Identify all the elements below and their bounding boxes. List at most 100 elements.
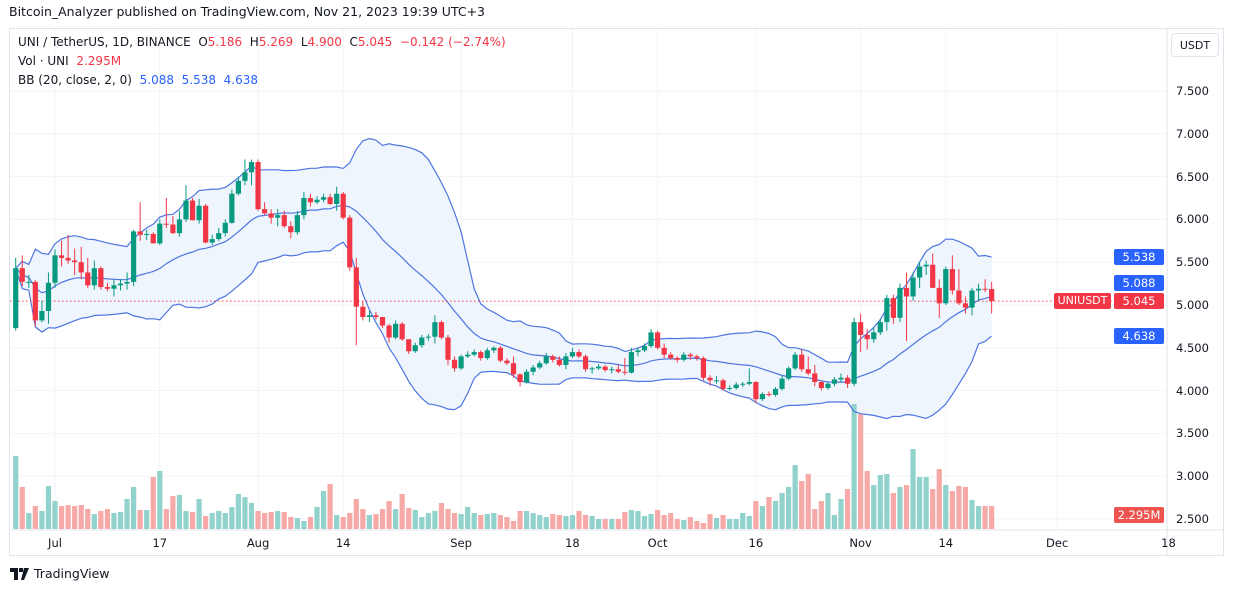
candle-body xyxy=(917,266,923,278)
volume-bar xyxy=(805,474,811,529)
candle-body xyxy=(694,356,700,359)
volume-bar xyxy=(281,512,287,529)
candle-body xyxy=(962,303,969,308)
candle-body xyxy=(674,358,680,360)
candle-body xyxy=(235,180,241,194)
candle-body xyxy=(262,209,268,214)
candle-body xyxy=(582,356,589,370)
bb-upper-value: 5.538 xyxy=(181,73,216,87)
currency-button[interactable]: USDT xyxy=(1171,33,1219,57)
volume-bar xyxy=(491,513,497,529)
candle-body xyxy=(910,277,916,297)
candle-body xyxy=(98,268,104,288)
volume-bar xyxy=(189,512,196,529)
volume-bar xyxy=(877,475,883,529)
volume-bar xyxy=(786,487,792,529)
bb-basis-value: 5.088 xyxy=(139,73,174,87)
candle-body xyxy=(334,193,340,204)
last-price-tag: 5.045 xyxy=(1114,293,1164,310)
volume-bar xyxy=(406,508,412,529)
volume-bar xyxy=(628,510,634,529)
price-tick-label: 2.500 xyxy=(1176,512,1209,526)
candle-body xyxy=(393,323,399,338)
volume-bar xyxy=(294,518,300,529)
volume-bar xyxy=(641,516,648,529)
volume-bar xyxy=(320,491,327,529)
candle-body xyxy=(471,352,477,355)
volume-bar xyxy=(871,485,877,529)
candle-body xyxy=(288,226,294,233)
candle-body xyxy=(497,347,503,361)
volume-bar xyxy=(615,519,621,529)
volume-bar xyxy=(831,515,838,529)
volume-bar xyxy=(648,514,654,529)
price-tick-label: 4.500 xyxy=(1176,340,1209,355)
candle-body xyxy=(635,350,641,353)
price-tick-label: 4.000 xyxy=(1176,383,1209,398)
symbol-title[interactable]: UNI / TetherUS, 1D, BINANCE xyxy=(18,35,191,49)
volume-bar xyxy=(864,471,870,529)
candle-body xyxy=(772,388,779,395)
volume-bar xyxy=(137,510,143,529)
candle-body xyxy=(465,354,471,357)
volume-bar xyxy=(510,521,517,529)
candle-body xyxy=(681,354,687,360)
volume-bar xyxy=(576,511,582,529)
volume-bar xyxy=(360,509,366,529)
candle-body xyxy=(556,359,562,365)
candle-body xyxy=(858,322,864,335)
volume-bar xyxy=(275,511,281,529)
volume-bar xyxy=(713,518,720,529)
volume-bar xyxy=(563,516,569,529)
price-tick-label: 7.000 xyxy=(1176,126,1209,141)
volume-bar xyxy=(969,500,975,529)
volume-bar xyxy=(340,517,346,529)
price-tick-label: 3.000 xyxy=(1176,469,1209,484)
bb-legend[interactable]: BB (20, close, 2, 0) 5.088 5.538 4.638 xyxy=(18,73,258,87)
candle-body xyxy=(491,347,497,351)
candle-body xyxy=(373,315,379,317)
tradingview-logo[interactable]: TradingView xyxy=(10,566,110,581)
chart-frame xyxy=(9,28,1224,556)
volume-bar xyxy=(975,506,982,529)
volume-legend[interactable]: Vol · UNI 2.295M xyxy=(18,54,121,68)
bb-lower-line xyxy=(15,241,992,420)
candle-body xyxy=(661,347,667,355)
bb-upper-line xyxy=(15,137,992,363)
low-label: L xyxy=(300,35,308,49)
candle-body xyxy=(537,363,543,368)
candle-body xyxy=(720,380,726,389)
volume-bar xyxy=(556,515,562,529)
candle-body xyxy=(209,239,215,243)
volume-bar xyxy=(602,519,608,529)
candle-body xyxy=(700,358,707,378)
candle-body xyxy=(203,205,209,243)
candle-body xyxy=(563,356,569,365)
price-pane xyxy=(10,29,1166,529)
bb-lower-tag: 4.638 xyxy=(1114,328,1164,345)
candle-body xyxy=(589,368,595,370)
volume-bar xyxy=(117,512,124,529)
volume-bar xyxy=(131,487,137,529)
volume-bar xyxy=(543,517,549,529)
candle-body xyxy=(425,336,431,338)
candle-body xyxy=(478,352,484,359)
candle-body xyxy=(871,332,877,340)
candle-body xyxy=(969,290,975,308)
symbol-legend[interactable]: UNI / TetherUS, 1D, BINANCE O5.186 H5.26… xyxy=(18,35,506,49)
time-tick-label: Aug xyxy=(246,536,270,550)
volume-bar xyxy=(635,511,641,529)
candle-body xyxy=(39,310,45,321)
candle-body xyxy=(517,374,523,383)
volume-bar xyxy=(432,511,438,529)
candle-body xyxy=(877,322,883,333)
bb-basis-line xyxy=(15,204,992,383)
volume-bar xyxy=(72,506,78,529)
candle-body xyxy=(831,379,838,384)
candle-body xyxy=(419,337,425,346)
volume-bar xyxy=(582,515,589,529)
volume-bar xyxy=(858,414,864,529)
candle-body xyxy=(189,200,196,221)
volume-bar xyxy=(373,514,379,529)
